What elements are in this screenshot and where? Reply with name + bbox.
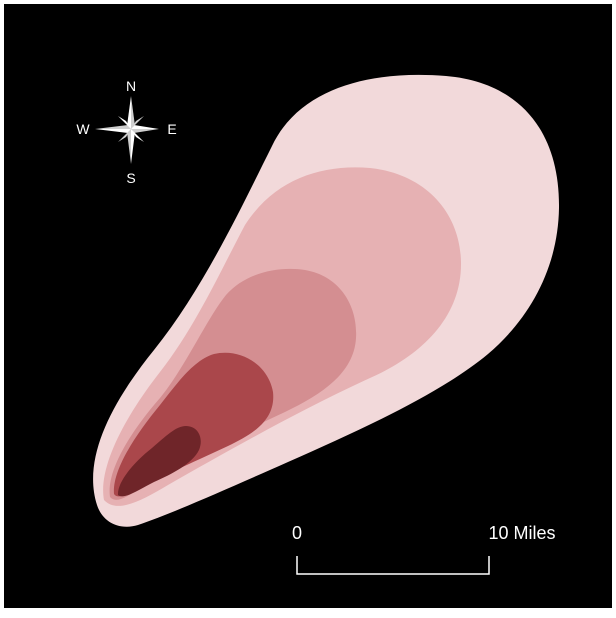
scale-bar: 0 10 Miles (292, 523, 556, 575)
compass-west-label: W (76, 121, 90, 137)
compass-star-icon (95, 96, 159, 164)
plume-zone-innermost (117, 426, 201, 497)
compass-south-label: S (126, 170, 135, 186)
scale-bar-line (296, 556, 490, 575)
compass-east-label: E (167, 121, 176, 137)
scale-bar-start-label: 0 (292, 523, 302, 543)
scale-bar-end-label: 10 Miles (488, 523, 555, 543)
compass-north-label: N (126, 78, 136, 94)
compass-rose: N S E W (76, 78, 176, 186)
